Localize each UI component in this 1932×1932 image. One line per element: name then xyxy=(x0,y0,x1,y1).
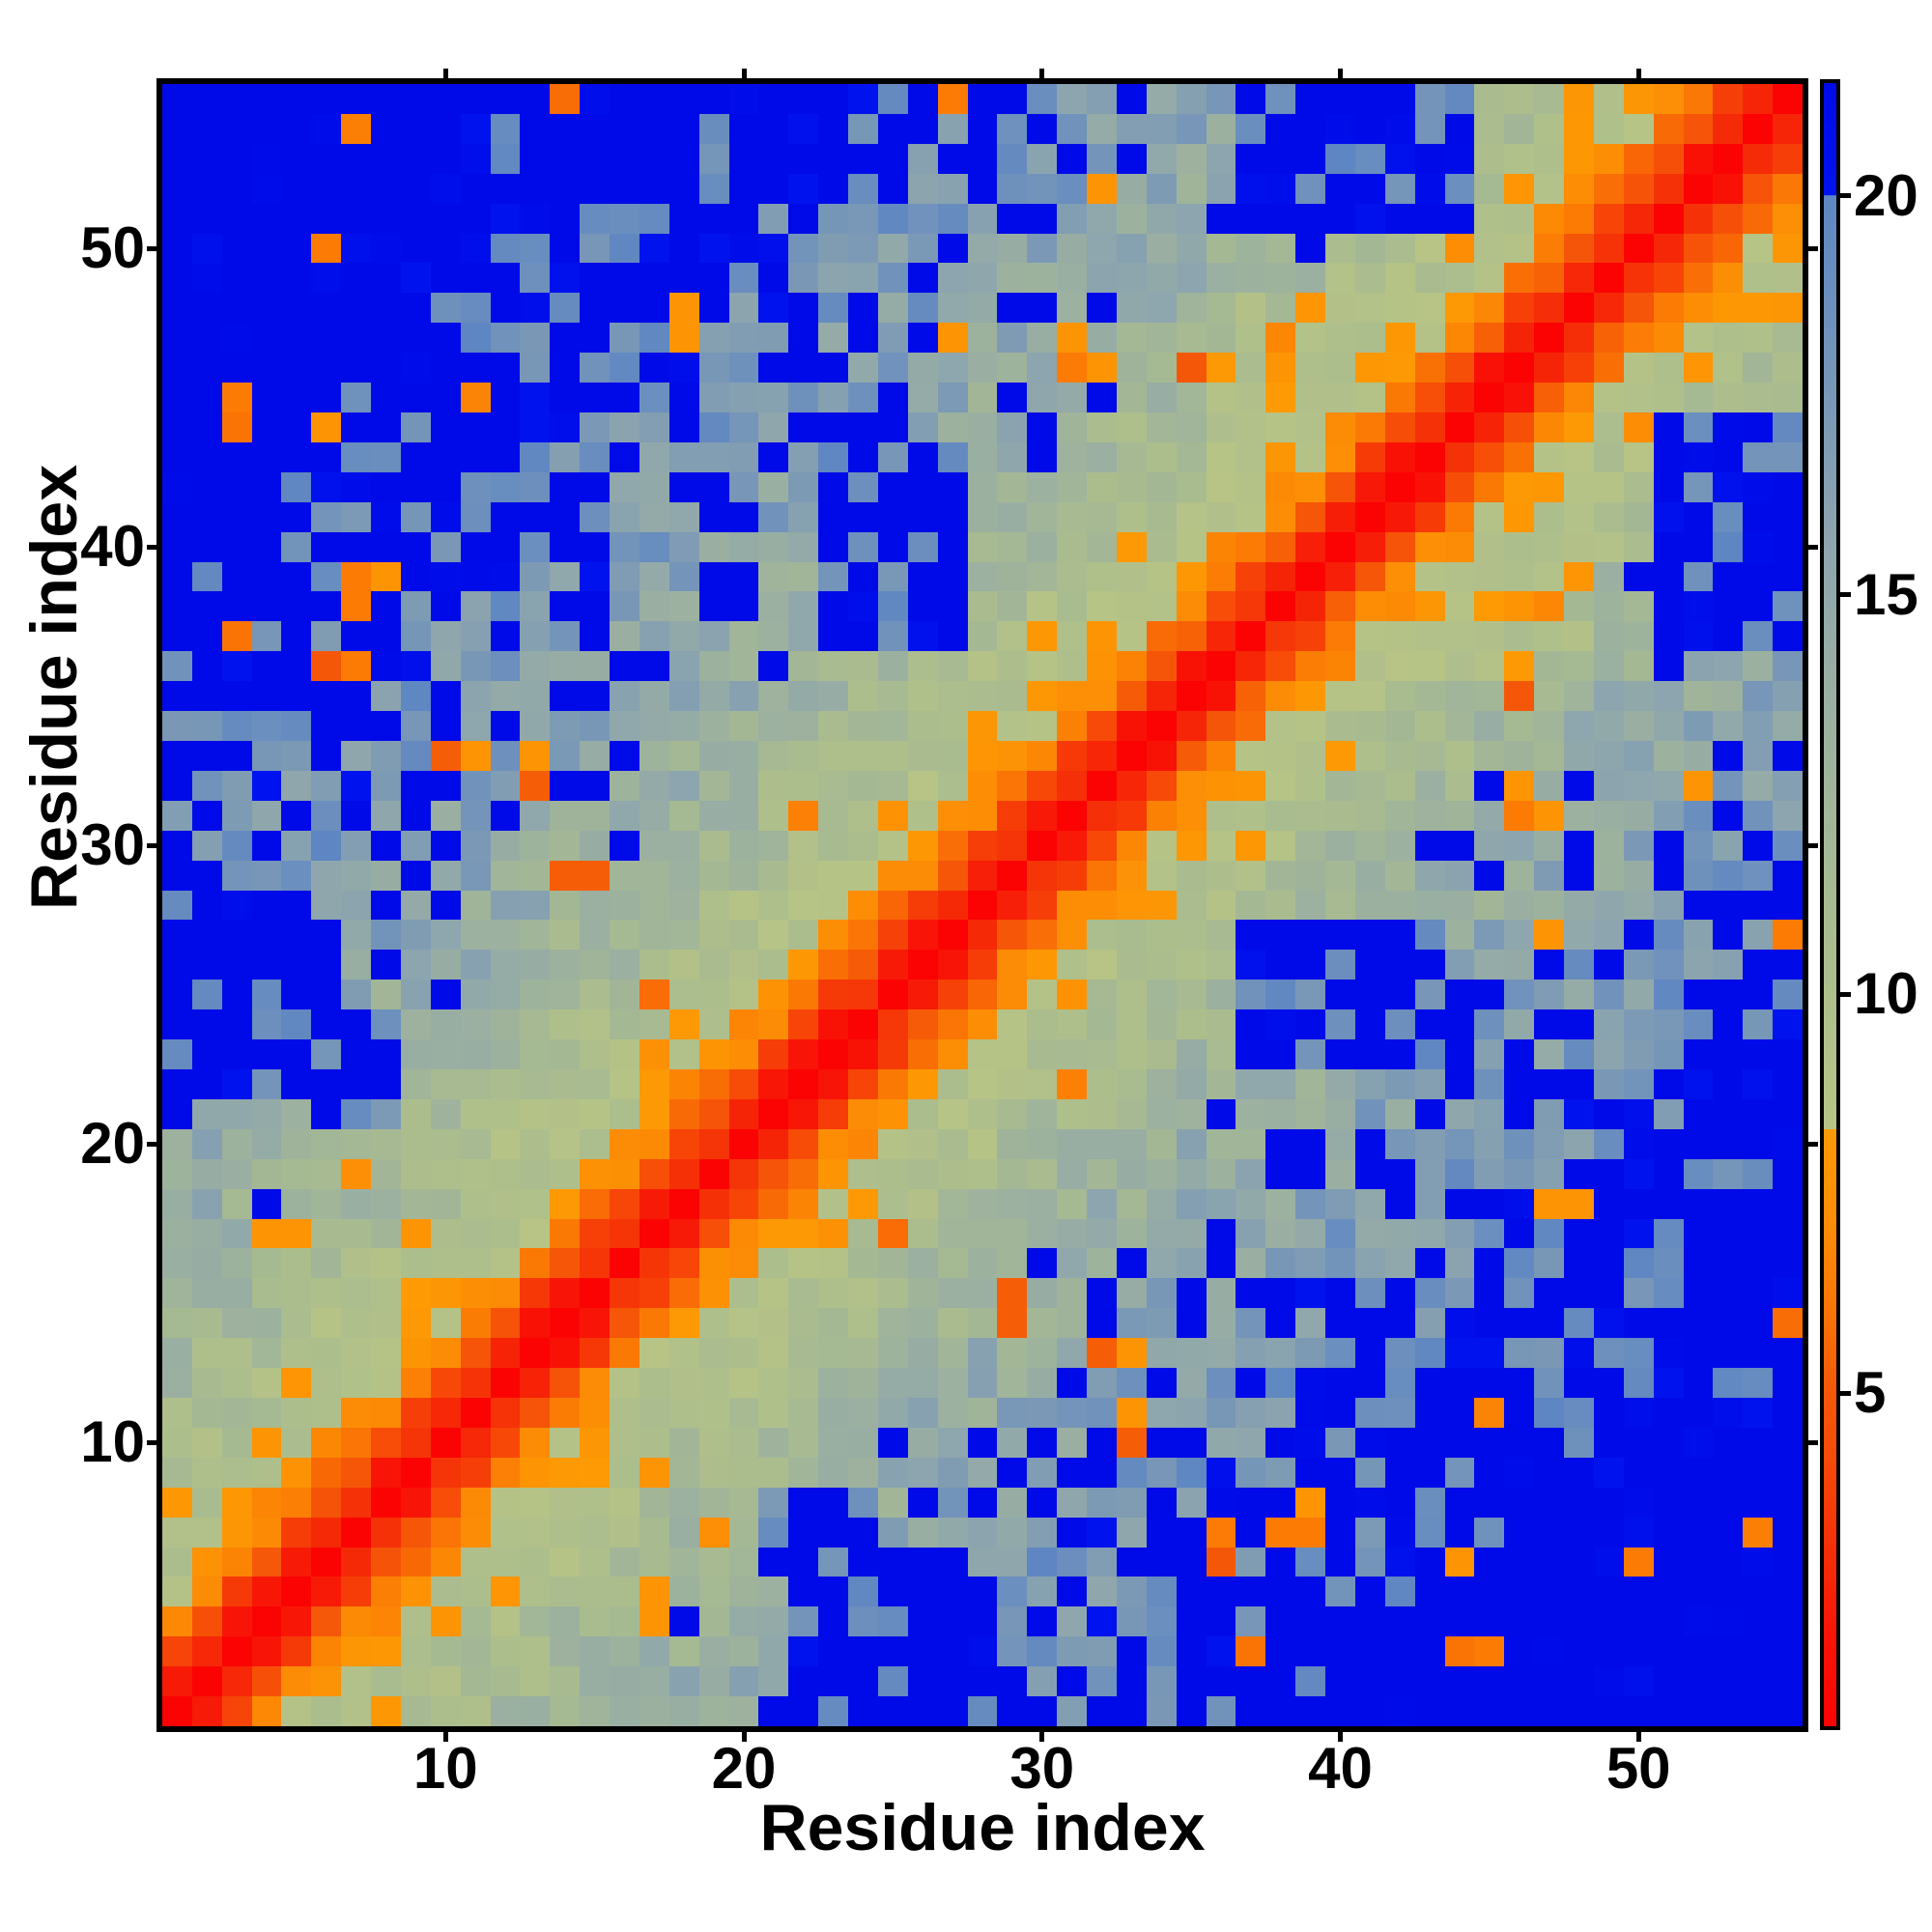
x-axis-label: Residue index xyxy=(759,1791,1206,1864)
y-tick-20 xyxy=(147,1141,156,1147)
colorbar-tick-20 xyxy=(1840,193,1851,199)
y-tick-label-10: 10 xyxy=(80,1409,145,1475)
x-tick-top-50 xyxy=(1635,69,1641,78)
x-tick-10 xyxy=(442,1732,448,1742)
colorbar-tick-label-20: 20 xyxy=(1854,162,1918,228)
x-tick-label-10: 10 xyxy=(412,1736,478,1801)
y-tick-label-20: 20 xyxy=(80,1111,145,1177)
y-tick-10 xyxy=(147,1439,156,1445)
x-tick-label-30: 30 xyxy=(1009,1736,1075,1801)
y-tick-right-30 xyxy=(1808,842,1818,848)
y-tick-right-50 xyxy=(1808,245,1818,251)
y-tick-40 xyxy=(147,544,156,550)
y-axis-label: Residue index xyxy=(17,464,91,910)
x-tick-top-40 xyxy=(1337,69,1343,78)
x-tick-20 xyxy=(741,1732,747,1742)
x-tick-30 xyxy=(1039,1732,1045,1742)
y-tick-30 xyxy=(147,842,156,848)
colorbar-gradient xyxy=(1824,83,1836,1726)
y-tick-right-20 xyxy=(1808,1141,1818,1147)
colorbar-tick-label-10: 10 xyxy=(1854,961,1918,1027)
colorbar-tick-5 xyxy=(1840,1390,1851,1396)
y-tick-label-30: 30 xyxy=(80,812,145,878)
x-tick-label-40: 40 xyxy=(1308,1736,1373,1801)
x-tick-50 xyxy=(1635,1732,1641,1742)
colorbar-tick-15 xyxy=(1840,592,1851,598)
y-tick-label-40: 40 xyxy=(80,514,145,580)
plot-frame xyxy=(156,78,1808,1732)
x-tick-top-10 xyxy=(442,69,448,78)
y-tick-label-50: 50 xyxy=(80,215,145,280)
y-tick-right-40 xyxy=(1808,544,1818,550)
x-tick-40 xyxy=(1337,1732,1343,1742)
x-tick-top-20 xyxy=(741,69,747,78)
y-tick-right-10 xyxy=(1808,1439,1818,1445)
heatmap-canvas xyxy=(162,84,1803,1726)
colorbar-tick-label-5: 5 xyxy=(1854,1360,1887,1426)
colorbar-tick-label-15: 15 xyxy=(1854,561,1918,627)
x-tick-top-30 xyxy=(1039,69,1045,78)
y-tick-50 xyxy=(147,245,156,251)
colorbar-tick-10 xyxy=(1840,991,1851,997)
colorbar xyxy=(1820,79,1840,1730)
x-tick-label-50: 50 xyxy=(1605,1736,1671,1801)
x-tick-label-20: 20 xyxy=(711,1736,777,1801)
